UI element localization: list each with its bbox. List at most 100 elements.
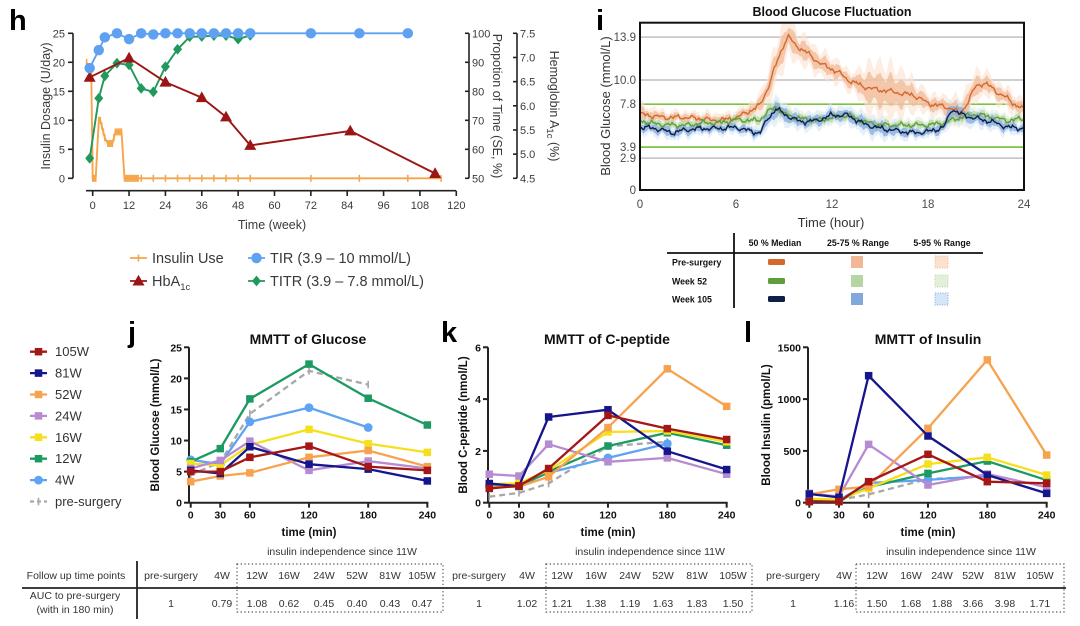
h-data-point <box>83 71 96 82</box>
i-x-axis-title: Time (hour) <box>798 215 865 230</box>
l-data-point <box>983 471 992 479</box>
table-column-header: 105W <box>1026 570 1054 582</box>
h-data-point <box>173 43 183 55</box>
k-series-105w <box>485 411 731 493</box>
l-data-point <box>864 371 873 380</box>
l-x-tick-label: 240 <box>1038 510 1056 522</box>
k-x-tick-label: 30 <box>513 510 525 522</box>
l-x-tick-label: 30 <box>833 510 845 522</box>
h-data-point <box>85 152 95 164</box>
chart-l: 0 500 1000 1500 0 30 60 120 180 240 <box>778 342 1056 521</box>
table-cell-value: 1.21 <box>552 598 573 610</box>
mmtt-legend: 105W 81W 52W 24W 16W 12W 4W pre-surgery <box>30 344 122 509</box>
h-data-point <box>148 86 158 98</box>
i-y-tick-label: 10.0 <box>614 75 636 87</box>
j-x-tick-label: 0 <box>188 510 194 522</box>
l-x-tick-label: 180 <box>979 510 997 522</box>
table-cell-value: 1.83 <box>687 598 708 610</box>
j-data-point <box>246 453 254 462</box>
h-hba1c-tick-label: 5.0 <box>520 149 535 161</box>
j-data-point <box>246 469 254 477</box>
table-cell-value: 1.63 <box>653 598 674 610</box>
i-legend-swatch-median <box>768 259 785 265</box>
i-band-25-75-week-105 <box>640 100 1024 140</box>
h-proportion-tick-label: 80 <box>472 86 484 98</box>
legend-marker-circle <box>251 252 262 264</box>
k-data-point <box>722 465 731 474</box>
l-data-point <box>924 424 932 433</box>
h-data-point <box>159 75 172 87</box>
j-x-tick-label: 30 <box>214 510 226 522</box>
j-x-tick-label: 60 <box>244 510 256 522</box>
k-data-point <box>544 464 553 473</box>
h-x-tick-label: 12 <box>123 200 135 212</box>
h-x-tick-label: 0 <box>90 200 96 212</box>
k-data-point <box>544 413 553 421</box>
table-column-header: 52W <box>346 570 368 582</box>
mmtt-legend-label: 12W <box>55 451 82 466</box>
legend-marker-square <box>34 369 43 377</box>
l-series-line <box>809 453 1047 503</box>
table-column-header: 24W <box>313 570 335 582</box>
i-plot-frame <box>639 21 1025 192</box>
h-x-tick-label: 84 <box>341 200 353 212</box>
l-y-tick-label: 500 <box>783 446 801 458</box>
mmtt-legend-item-52w: 52W <box>30 387 82 402</box>
h-hba1c-axis-title-main: Hemoglobin A <box>547 51 561 129</box>
k-data-point <box>604 411 612 420</box>
l-y-axis-title: Blood Insulin (pmol/L) <box>761 364 773 486</box>
panel-label-k: k <box>441 317 458 349</box>
h-proportion-tick-label: 50 <box>472 173 484 185</box>
l-x-axis-title: time (min) <box>901 527 956 539</box>
mmtt-legend-label: pre-surgery <box>55 494 122 509</box>
k-data-point <box>604 405 612 414</box>
i-y-tick-label: 3.9 <box>620 142 636 154</box>
table-column-header: 16W <box>585 570 607 582</box>
k-data-point <box>662 439 672 449</box>
j-data-point <box>423 448 432 457</box>
j-data-point <box>305 425 313 434</box>
i-legend-swatch-5-95 <box>934 292 949 306</box>
j-x-tick-label: 120 <box>300 510 318 522</box>
table-column-header: 4W <box>836 570 852 582</box>
k-data-point <box>722 402 731 411</box>
h-left-tick-label: 25 <box>53 28 65 40</box>
i-legend-header: 5-95 % Range <box>913 238 970 248</box>
k-series-pre-surgery <box>488 438 669 501</box>
h-hba1c-tick-label: 7.5 <box>520 28 535 40</box>
h-data-point <box>354 28 365 39</box>
l-data-point <box>1042 471 1051 479</box>
k-x-tick-label: 0 <box>486 510 492 522</box>
l-data-point <box>1042 489 1051 498</box>
k-data-point <box>485 484 494 493</box>
k-x-tick-label: 240 <box>718 510 736 522</box>
table-cell-value: 3.66 <box>963 598 984 610</box>
j-series-line <box>190 444 428 473</box>
j-data-point <box>186 467 195 476</box>
h-data-point <box>111 28 123 39</box>
chart-j: 0 5 10 15 20 25 0 30 60 120 180 240 <box>170 342 436 521</box>
h-x-tick-label: 96 <box>377 200 389 212</box>
i-y-tick-label: 0 <box>630 185 636 197</box>
i-x-tick-label: 24 <box>1018 199 1031 211</box>
l-data-point <box>805 497 814 506</box>
h-data-point <box>136 83 146 94</box>
j-data-point <box>216 444 225 453</box>
table-row-label: (with in 180 min) <box>36 604 113 616</box>
table-column-header: 12W <box>866 570 888 582</box>
l-data-point <box>924 469 932 478</box>
j-y-tick-label: 5 <box>176 467 182 479</box>
mmtt-legend-label: 16W <box>55 430 82 445</box>
insulin-independence-annotation: insulin independence since 11W <box>575 546 725 558</box>
j-data-point <box>246 437 254 445</box>
i-y-axis-title: Blood Glucose (mmol/L) <box>598 36 613 175</box>
h-data-point <box>124 59 134 71</box>
legend-marker-triangle <box>132 274 145 286</box>
i-median-line-week-105 <box>640 106 1024 137</box>
table-cell-value: 0.79 <box>212 598 233 610</box>
k-data-point <box>515 482 523 490</box>
h-legend-item-hba1c: HbA1c <box>130 274 191 293</box>
k-data-point <box>663 424 672 433</box>
h-data-point <box>84 62 95 74</box>
